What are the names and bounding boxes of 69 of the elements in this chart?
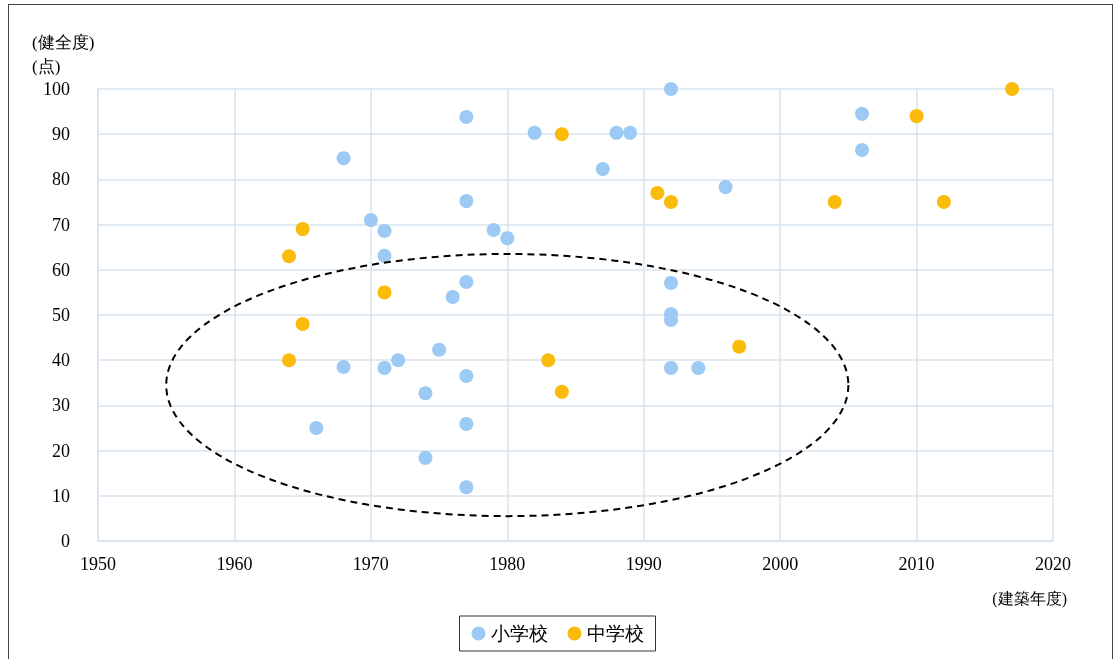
point (295, 317, 310, 332)
y-tick-label: 70 (52, 214, 70, 235)
point (295, 222, 310, 237)
x-tick-label: 1980 (489, 554, 526, 574)
point (377, 360, 392, 375)
legend-label: 小学校 (490, 623, 548, 644)
point (336, 151, 351, 166)
point (623, 125, 638, 140)
point (418, 450, 433, 465)
point (432, 342, 447, 357)
point (541, 353, 556, 368)
point (595, 162, 610, 176)
point (718, 180, 733, 195)
point (309, 421, 324, 435)
point (691, 360, 706, 375)
point (459, 110, 474, 125)
point (664, 275, 678, 290)
x-tick-label: 1950 (80, 554, 116, 574)
point (855, 106, 869, 121)
y-tick-label: 20 (52, 440, 70, 461)
point (664, 360, 678, 375)
point (391, 353, 406, 368)
x-tick-label: 1990 (625, 554, 662, 574)
point (500, 231, 515, 246)
y-tick-label: 10 (52, 485, 70, 506)
y-tick-label: 60 (52, 259, 70, 280)
point (827, 195, 842, 209)
point (527, 125, 542, 140)
point (664, 195, 678, 209)
point (459, 480, 474, 495)
x-tick-label: 2000 (762, 554, 799, 574)
x-tick-label: 1960 (216, 554, 253, 574)
point (377, 223, 392, 238)
point (377, 248, 392, 263)
y-axis-title: (健全度) (点) (32, 32, 95, 76)
point (282, 353, 296, 368)
legend-label: 中学校 (586, 623, 644, 644)
y-tick-label: 100 (43, 79, 70, 99)
point (459, 275, 474, 289)
point (554, 384, 569, 399)
y-tick-label: 80 (52, 169, 70, 190)
point (486, 223, 501, 238)
point (554, 127, 569, 142)
y-tick-label: 40 (52, 350, 70, 371)
point (459, 416, 474, 431)
x-tick-label: 1970 (352, 554, 389, 574)
point (336, 359, 351, 374)
point (732, 339, 747, 354)
point (363, 213, 378, 228)
point (664, 82, 678, 96)
y-tick-label: 90 (52, 124, 70, 145)
point (418, 386, 433, 401)
x-tick-label: 2020 (1035, 554, 1071, 574)
y-tick-label: 0 (61, 531, 70, 551)
point (650, 185, 665, 200)
point (855, 143, 869, 158)
x-tick-label: 2010 (898, 554, 935, 574)
point (609, 125, 624, 140)
point (1005, 82, 1020, 96)
y-tick-label: 50 (52, 305, 70, 325)
point (445, 289, 460, 304)
point (909, 109, 924, 124)
point (459, 194, 474, 209)
point (936, 195, 951, 209)
point (459, 369, 474, 384)
x-axis-title: (建築年度) (992, 589, 1067, 608)
point (282, 249, 296, 264)
point (377, 285, 392, 300)
y-tick-label: 30 (52, 395, 70, 416)
